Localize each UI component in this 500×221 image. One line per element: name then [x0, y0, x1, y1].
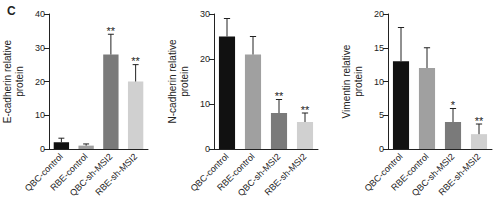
svg-text:0: 0	[205, 144, 210, 154]
svg-text:protein: protein	[353, 66, 364, 97]
svg-text:**: **	[107, 25, 116, 37]
svg-text:20: 20	[35, 77, 45, 87]
svg-text:**: **	[275, 90, 284, 102]
svg-text:RBE-control: RBE-control	[48, 151, 90, 193]
svg-text:20: 20	[200, 54, 210, 64]
svg-text:**: **	[301, 104, 310, 116]
svg-text:Vimentin relative: Vimentin relative	[341, 44, 352, 118]
svg-text:E-cadherin relative: E-cadherin relative	[2, 39, 13, 123]
svg-text:5: 5	[379, 110, 384, 120]
svg-text:RBE-control: RBE-control	[215, 151, 257, 193]
svg-text:**: **	[475, 115, 484, 127]
svg-text:QBC-control: QBC-control	[362, 151, 405, 194]
svg-text:RBE-sh-MSI2: RBE-sh-MSI2	[263, 151, 309, 197]
svg-text:QBC-control: QBC-control	[188, 151, 231, 194]
svg-text:**: **	[131, 55, 140, 67]
svg-text:*: *	[451, 99, 456, 111]
svg-text:RBE-control: RBE-control	[389, 151, 431, 193]
svg-text:10: 10	[35, 110, 45, 120]
svg-text:C: C	[7, 4, 16, 18]
svg-text:0: 0	[40, 144, 45, 154]
svg-text:30: 30	[200, 9, 210, 19]
svg-text:QBC-sh-MSI2: QBC-sh-MSI2	[409, 151, 457, 199]
svg-text:15: 15	[374, 43, 384, 53]
svg-text:40: 40	[35, 9, 45, 19]
svg-text:0: 0	[379, 144, 384, 154]
svg-text:protein: protein	[14, 66, 25, 97]
svg-text:N-cadherin relative: N-cadherin relative	[167, 39, 178, 123]
svg-text:QBC-sh-MSI2: QBC-sh-MSI2	[235, 151, 283, 199]
svg-text:RBE-sh-MSI2: RBE-sh-MSI2	[437, 151, 483, 197]
svg-text:10: 10	[200, 99, 210, 109]
svg-text:RBE-sh-MSI2: RBE-sh-MSI2	[93, 151, 139, 197]
svg-text:QBC-control: QBC-control	[22, 151, 65, 194]
svg-text:20: 20	[374, 9, 384, 19]
svg-text:10: 10	[374, 77, 384, 87]
svg-text:protein: protein	[179, 66, 190, 97]
svg-text:QBC-sh-MSI2: QBC-sh-MSI2	[67, 151, 115, 199]
svg-text:30: 30	[35, 43, 45, 53]
